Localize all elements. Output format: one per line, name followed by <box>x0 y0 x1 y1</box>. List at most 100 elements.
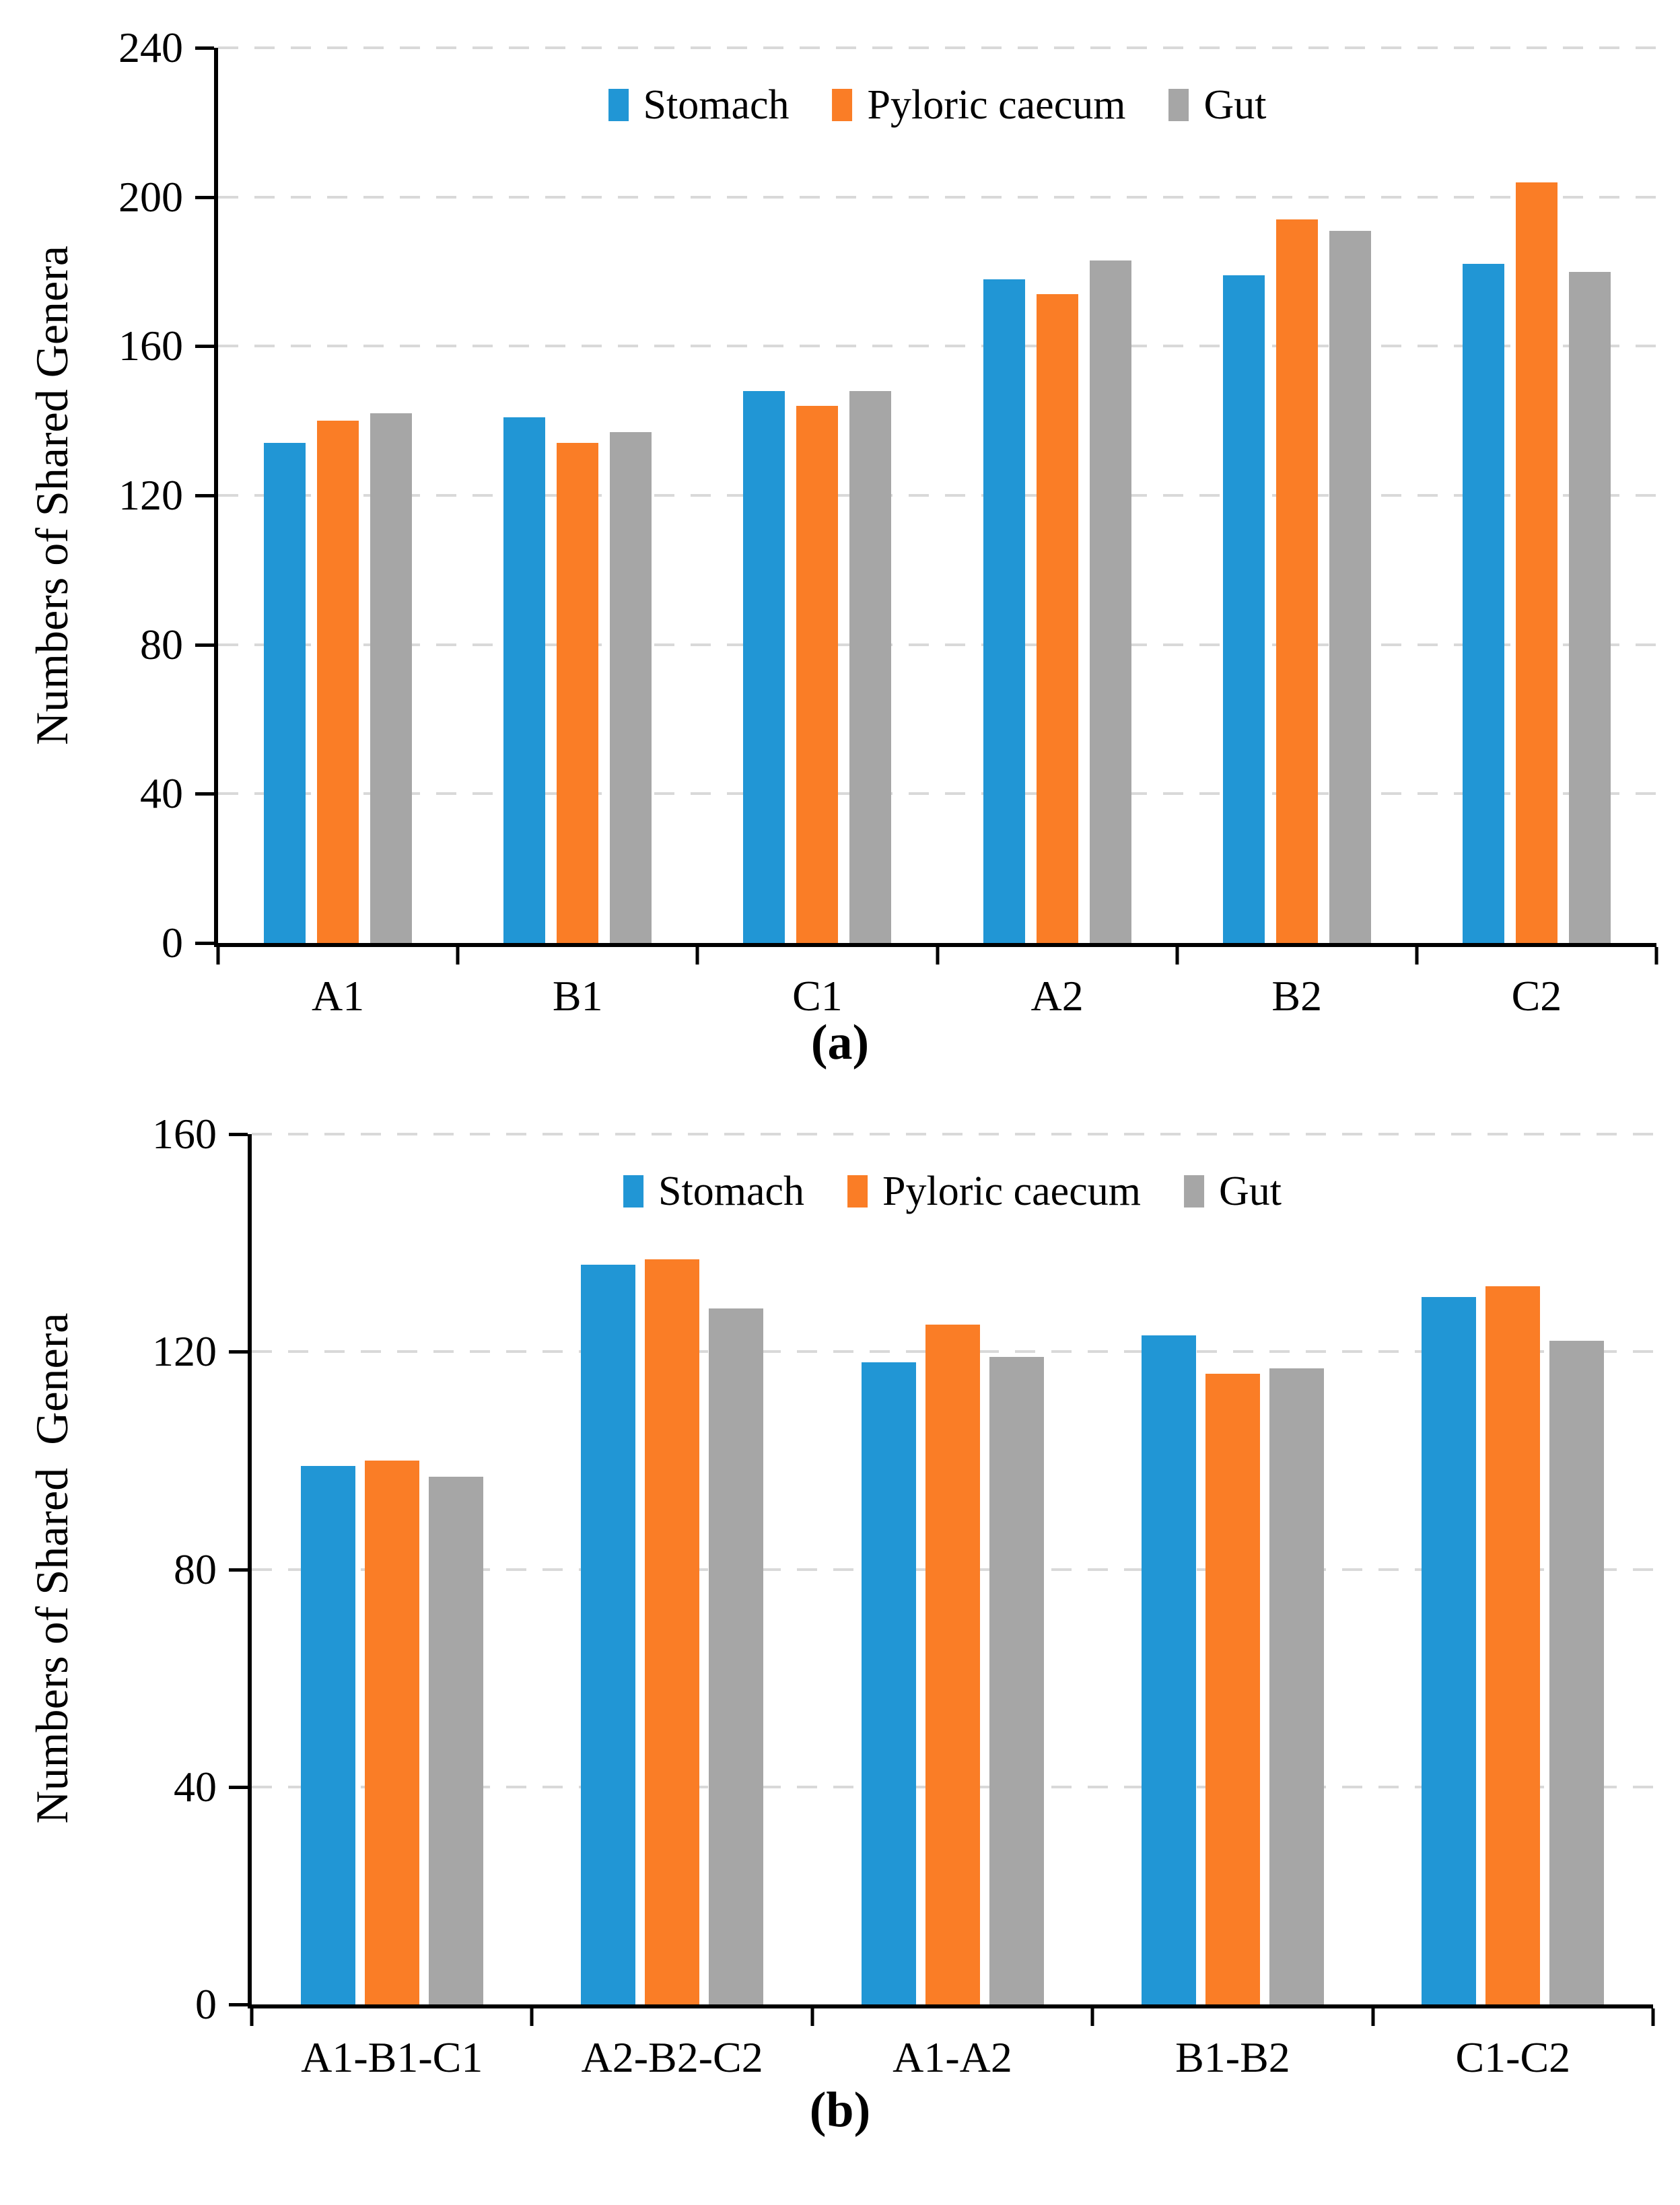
gridline-120 <box>218 494 1656 497</box>
bar-C1-pyloric_caecum <box>796 406 839 943</box>
legend-label-pyloric_caecum: Pyloric caecum <box>867 82 1126 128</box>
y-tick-mark-120 <box>195 494 214 497</box>
y-tick-label-120: 120 <box>152 1327 217 1376</box>
bar-group-A2 <box>938 48 1177 943</box>
bar-B1-stomach <box>503 417 546 943</box>
bar-A2-gut <box>1089 260 1131 943</box>
y-tick-label-160: 160 <box>152 1110 217 1158</box>
bar-group-B2 <box>1177 48 1417 943</box>
y-tick-label-200: 200 <box>118 172 183 221</box>
bar-B2-pyloric_caecum <box>1275 219 1318 943</box>
y-tick-mark-0 <box>229 2003 248 2006</box>
x-tick-mark-4 <box>1175 947 1179 965</box>
x-category-label-B2: B2 <box>1271 972 1323 1020</box>
y-tick-mark-200 <box>195 195 214 199</box>
y-tick-label-40: 40 <box>140 769 183 818</box>
bar-group-C1 <box>697 48 937 943</box>
x-category-labels-a: A1 B1 C1 A2 B2 C2 <box>218 972 1656 1020</box>
bar-B1-B2-gut <box>1269 1368 1324 2004</box>
y-tick-label-240: 240 <box>118 24 183 71</box>
legend-a: Stomach Pyloric caecum Gut <box>608 82 1266 128</box>
legend-label-stomach: Stomach <box>643 82 790 128</box>
caption-a: (a) <box>810 1015 870 1070</box>
y-axis-title-b: Numbers of Shared Genera <box>26 1312 77 1824</box>
y-tick-label-160: 160 <box>118 322 183 370</box>
caption-b: (b) <box>809 2082 871 2138</box>
legend-swatch-pyloric_caecum <box>847 1175 868 1208</box>
x-tick-mark-6 <box>1654 947 1658 965</box>
gridline-240 <box>218 46 1656 49</box>
bar-C2-gut <box>1568 271 1611 943</box>
legend-item-stomach: Stomach <box>623 1170 804 1212</box>
bar-A1-B1-C1-pyloric_caecum <box>364 1460 419 2004</box>
x-category-label-B1-B2: B1-B2 <box>1175 2033 1290 2081</box>
x-category-label-A1-B1-C1: A1-B1-C1 <box>301 2033 483 2081</box>
bar-group-B1 <box>458 48 697 943</box>
y-tick-mark-40 <box>229 1785 248 1789</box>
bar-A1-B1-C1-gut <box>428 1477 483 2004</box>
gridline-200 <box>218 195 1656 199</box>
bar-group-A1-B1-C1 <box>252 1134 532 2004</box>
x-tick-mark-1 <box>530 2008 534 2026</box>
legend-item-pyloric_caecum: Pyloric caecum <box>832 82 1126 128</box>
bar-C2-pyloric_caecum <box>1515 182 1558 943</box>
legend-swatch-gut <box>1183 1175 1204 1208</box>
legend-item-stomach: Stomach <box>608 84 790 126</box>
bar-A1-pyloric_caecum <box>317 421 359 943</box>
legend-label-pyloric_caecum: Pyloric caecum <box>882 1168 1141 1214</box>
bar-A2-stomach <box>983 279 1025 943</box>
bar-B1-gut <box>610 431 652 943</box>
y-tick-mark-160 <box>229 1133 248 1136</box>
legend-item-gut: Gut <box>1183 1168 1282 1214</box>
gridline-160 <box>218 345 1656 348</box>
bar-B1-B2-pyloric_caecum <box>1205 1373 1260 2004</box>
y-tick-mark-0 <box>195 942 214 945</box>
y-tick-label-80: 80 <box>140 620 183 668</box>
legend-label-gut: Gut <box>1218 1168 1282 1214</box>
y-tick-mark-120 <box>229 1350 248 1354</box>
y-tick-mark-160 <box>195 345 214 349</box>
legend-swatch-stomach <box>623 1175 644 1208</box>
x-tick-mark-0 <box>216 947 220 965</box>
bar-A1-B1-C1-stomach <box>300 1465 355 2004</box>
gridline-160 <box>252 1133 1653 1135</box>
bar-B1-pyloric_caecum <box>557 443 599 943</box>
gridline-40 <box>218 792 1656 796</box>
bar-C1-C2-pyloric_caecum <box>1485 1286 1541 2004</box>
bar-A1-A2-stomach <box>861 1362 916 2004</box>
legend-swatch-pyloric_caecum <box>832 89 853 121</box>
x-tick-mark-1 <box>456 947 460 965</box>
legend-item-gut: Gut <box>1168 84 1266 126</box>
x-tick-mark-3 <box>1090 2008 1094 2026</box>
x-tick-mark-3 <box>936 947 939 965</box>
plot-area-a: Stomach Pyloric caecum Gut A1 B1 C1 A2 B2 C2 0 4… <box>118 26 1658 1020</box>
legend-label-gut: Gut <box>1203 82 1267 128</box>
x-category-label-C1: C1 <box>792 972 843 1020</box>
bar-A2-B2-C2-stomach <box>581 1264 636 2004</box>
bar-group-B1-B2 <box>1092 1134 1372 2004</box>
y-tick-mark-80 <box>229 1568 248 1572</box>
bar-C1-gut <box>849 390 892 943</box>
x-category-label-A2: A2 <box>1030 972 1084 1020</box>
bar-group-C2 <box>1417 48 1656 943</box>
bar-A1-A2-pyloric_caecum <box>925 1324 980 2004</box>
bar-A2-B2-C2-pyloric_caecum <box>645 1259 700 2004</box>
legend-b: Stomach Pyloric caecum Gut <box>623 1170 1282 1212</box>
x-category-label-B1: B1 <box>552 972 603 1020</box>
bar-C1-C2-gut <box>1549 1341 1605 2004</box>
x-category-label-A2-B2-C2: A2-B2-C2 <box>581 2033 763 2081</box>
bar-group-C1-C2 <box>1373 1134 1653 2004</box>
bar-B1-B2-stomach <box>1141 1335 1196 2004</box>
bar-C1-stomach <box>743 390 785 943</box>
bar-B2-gut <box>1329 230 1371 943</box>
legend-label-stomach: Stomach <box>658 1168 805 1214</box>
bar-B2-stomach <box>1222 275 1265 943</box>
y-tick-label-80: 80 <box>174 1545 217 1593</box>
x-tick-mark-4 <box>1371 2008 1375 2026</box>
bar-A2-pyloric_caecum <box>1036 293 1078 943</box>
bar-group-A2-B2-C2 <box>532 1134 812 2004</box>
gridline-80 <box>218 643 1656 646</box>
bar-groups-a <box>218 48 1656 943</box>
bar-A2-B2-C2-gut <box>709 1308 764 2004</box>
